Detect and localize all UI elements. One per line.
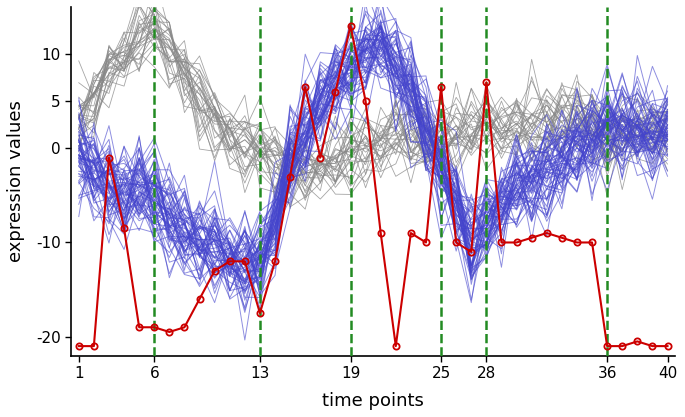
X-axis label: time points: time points (322, 392, 424, 410)
Y-axis label: expression values: expression values (7, 100, 25, 262)
